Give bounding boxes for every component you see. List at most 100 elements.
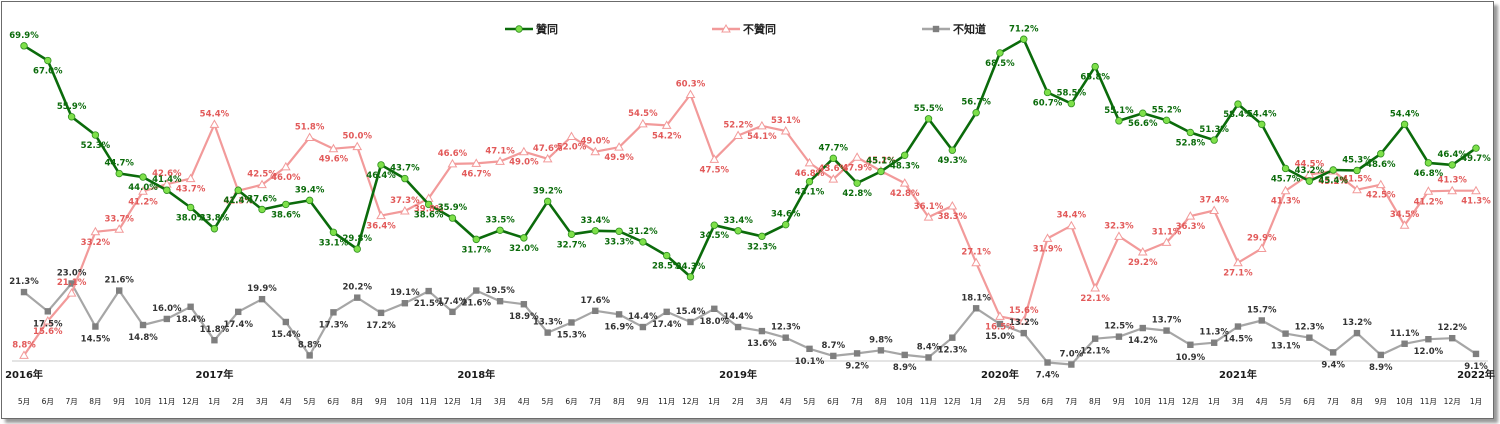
point-unknown-34 (830, 352, 837, 360)
data-label-unknown-55: 9.4% (1321, 360, 1345, 370)
data-label-disapprove-50: 37.4% (1199, 196, 1229, 206)
data-label-approve-26: 31.2% (628, 227, 658, 237)
data-label-disapprove-16: 37.3% (390, 196, 420, 206)
month-label-4: 9月 (113, 397, 125, 406)
data-label-unknown-4: 21.6% (104, 276, 134, 286)
data-label-disapprove-20: 47.1% (485, 146, 515, 156)
data-label-disapprove-34: 43.6% (819, 164, 849, 174)
point-disapprove-42 (1018, 315, 1029, 325)
data-label-disapprove-47: 29.2% (1128, 258, 1158, 268)
data-label-unknown-22: 13.3% (533, 318, 563, 328)
data-label-unknown-17: 21.5% (414, 299, 444, 309)
data-label-approve-45: 65.8% (1080, 73, 1110, 83)
point-unknown-3 (92, 323, 99, 330)
data-label-disapprove-44: 34.4% (1057, 211, 1087, 221)
year-label-0: 2016年 (5, 368, 43, 381)
data-label-disapprove-10: 42.5% (247, 170, 277, 180)
point-unknown-22 (544, 329, 551, 336)
point-approve-25 (615, 227, 623, 235)
legend-item-unknown: 不知道 (922, 22, 986, 36)
month-label-57: 9月 (1375, 397, 1387, 406)
point-disapprove-19 (471, 158, 482, 167)
month-label-3: 8月 (89, 397, 101, 406)
month-label-40: 1月 (970, 397, 982, 406)
point-approve-8 (210, 225, 219, 233)
point-unknown-4 (116, 287, 123, 294)
data-label-disapprove-57: 42.5% (1366, 191, 1396, 201)
point-disapprove-28 (685, 89, 696, 98)
point-approve-46 (1115, 117, 1123, 125)
data-label-unknown-60: 12.2% (1437, 323, 1467, 333)
point-unknown-30 (734, 323, 742, 331)
point-disapprove-31 (757, 120, 767, 130)
data-label-disapprove-39: 38.3% (938, 212, 968, 222)
point-disapprove-25 (614, 142, 624, 151)
point-disapprove-61 (1471, 185, 1481, 195)
month-label-37: 10月 (896, 397, 913, 406)
point-unknown-39 (949, 334, 956, 341)
point-disapprove-52 (1256, 243, 1267, 253)
point-unknown-37 (901, 351, 908, 359)
point-disapprove-38 (923, 212, 934, 221)
point-unknown-26 (639, 323, 647, 331)
data-label-unknown-44: 7.0% (1060, 350, 1084, 360)
point-disapprove-30 (733, 130, 743, 140)
point-approve-57 (1377, 150, 1385, 158)
month-label-8: 1月 (208, 397, 220, 406)
point-approve-31 (758, 232, 766, 241)
point-unknown-49 (1187, 341, 1194, 348)
point-unknown-59 (1425, 336, 1432, 343)
point-unknown-61 (1472, 350, 1480, 358)
data-label-unknown-36: 9.8% (869, 335, 893, 345)
data-label-approve-33: 43.1% (795, 188, 825, 198)
point-unknown-16 (401, 300, 409, 307)
month-label-20: 3月 (494, 397, 506, 406)
data-label-unknown-26: 14.4% (628, 312, 658, 322)
data-label-layer: 21.3% 17.5% 23.0% 14.5% 21.6% 14.8% 16.0%18.4%… (9, 24, 1491, 380)
data-label-unknown-34: 8.7% (822, 341, 846, 351)
month-label-13: 6月 (327, 397, 339, 406)
data-label-unknown-42: 13.2% (1009, 318, 1039, 328)
month-label-36: 8月 (875, 397, 887, 406)
point-approve-29 (710, 221, 718, 229)
year-label-3: 2019年 (719, 368, 757, 381)
month-label-60: 12月 (1444, 397, 1461, 406)
point-unknown-32 (782, 334, 789, 341)
point-disapprove-35 (852, 152, 862, 161)
data-label-approve-8: 33.8% (200, 214, 230, 224)
data-label-approve-44: 58.5% (1057, 89, 1087, 99)
point-unknown-50 (1210, 339, 1218, 346)
point-approve-7 (186, 203, 195, 212)
legend-marker-approve (515, 25, 523, 33)
data-label-unknown-45: 12.1% (1080, 347, 1110, 357)
data-label-disapprove-61: 41.3% (1461, 197, 1491, 207)
point-approve-39 (948, 146, 957, 154)
point-disapprove-0 (19, 350, 29, 359)
month-label-38: 11月 (920, 397, 937, 406)
point-unknown-0 (20, 288, 28, 296)
legend-marker-disapprove (721, 23, 731, 33)
point-approve-32 (782, 220, 790, 229)
data-label-unknown-39: 12.3% (938, 346, 968, 356)
point-approve-54 (1305, 177, 1314, 185)
data-label-disapprove-28: 60.3% (676, 79, 706, 89)
data-label-disapprove-6: 42.6% (152, 169, 182, 179)
point-approve-47 (1139, 109, 1147, 117)
point-unknown-6 (163, 315, 171, 323)
legend-item-approve: 贊同 (505, 22, 558, 36)
point-unknown-43 (1044, 359, 1051, 366)
year-label-5: 2021年 (1219, 368, 1257, 381)
data-label-disapprove-18: 46.6% (438, 149, 468, 159)
point-approve-50 (1210, 136, 1218, 144)
point-unknown-24 (592, 307, 599, 315)
point-unknown-35 (853, 350, 861, 357)
month-label-45: 8月 (1089, 397, 1101, 406)
month-label-18: 12月 (444, 397, 461, 406)
point-disapprove-4 (114, 224, 125, 233)
month-label-33: 5月 (803, 397, 815, 406)
point-approve-6 (163, 186, 171, 194)
month-label-15: 9月 (375, 397, 387, 406)
month-label-21: 4月 (518, 397, 530, 406)
data-label-approve-14: 29.8% (342, 234, 372, 244)
